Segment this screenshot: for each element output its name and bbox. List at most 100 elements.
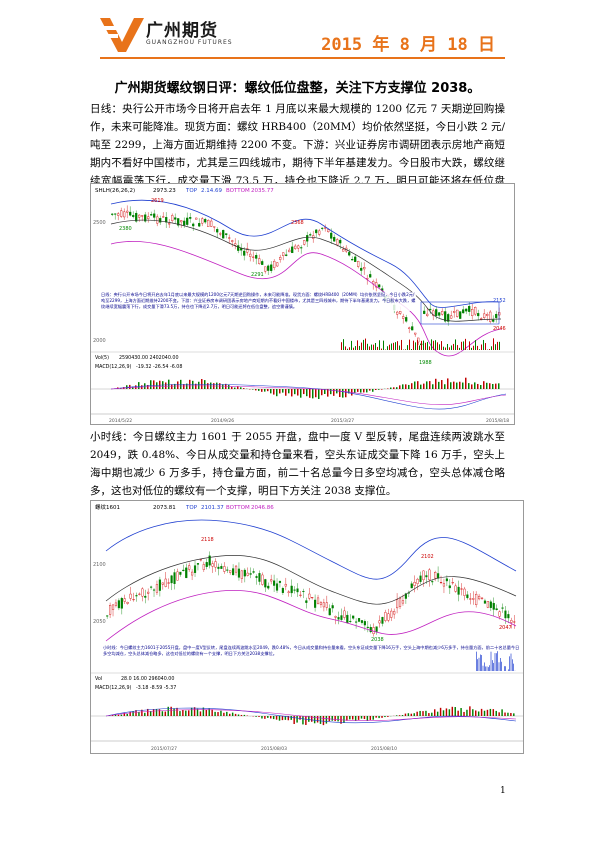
chart2-label-low1: 2038 [371,637,384,643]
bar [311,716,313,722]
candle-body [216,229,219,233]
bar [303,389,305,395]
bar [442,710,445,716]
candle-body [109,605,112,615]
bar [321,389,323,396]
bar [492,709,495,716]
candle-body [138,214,141,218]
bar [477,659,478,671]
bar [220,710,222,716]
candle-body [141,215,144,217]
chart2-annotation: 小时线：今日螺纹主力1601于2055开盘，盘中一度V型反转，尾盘连续两波跳水至… [103,645,521,658]
bar [444,384,446,389]
bar [205,710,208,716]
candle-body [117,600,120,609]
candle-body [189,217,192,219]
candle-body [132,215,135,217]
bar [495,710,497,716]
bar [402,384,404,389]
bar [334,716,336,722]
bar [300,389,302,398]
bar [198,381,200,389]
bar [155,709,158,716]
bar [512,659,513,671]
candle-body [223,566,226,572]
candle-body [267,265,270,271]
bar [497,651,498,671]
bar [411,348,412,350]
candle-body [291,246,294,254]
candle-body [453,311,456,313]
bar [443,346,444,350]
bar [222,384,224,389]
candle-body [475,593,478,605]
candle-body [504,610,507,619]
bar [379,340,380,350]
chart1-date-0: 2014/5/22 [109,418,132,424]
bar [297,389,299,396]
candle-body [273,580,276,586]
bar [234,713,237,716]
chart2-mid-line [105,555,517,605]
candle-body [205,562,208,567]
candle-body [234,565,238,573]
candle-body [129,593,132,599]
bar [408,384,410,389]
candle-body [176,571,179,581]
hourly-kline-chart: 螺纹1601 2073.81 TOP 2101.37 BOTTOM 2046.8… [90,500,524,754]
chart1-mid-line [110,219,502,322]
bar [422,711,424,716]
bar [510,712,512,716]
candle-body [226,569,229,571]
bar [387,346,388,350]
candle-body [306,235,309,242]
candle-body [232,568,235,576]
candle-body [429,308,432,311]
chart1-vol-values: 2590430.00 2402040.00 [119,355,179,361]
bar [423,383,425,389]
candle-body [474,307,477,315]
bar [369,389,371,391]
bar [407,713,410,716]
candle-body [339,239,342,244]
bar [114,714,117,716]
bar [405,349,406,350]
candle-body [114,602,118,606]
candle-body [213,226,216,228]
candle-body [462,309,465,314]
candle-body [324,227,327,229]
logo-v-mark-icon [100,18,144,52]
bar [489,708,492,716]
candle-body [270,579,273,582]
bar [413,340,414,350]
bar [322,716,325,726]
bar [153,380,155,389]
bar [177,381,179,389]
candle-body [276,262,279,267]
bar [469,706,471,716]
bar [475,710,477,716]
bar [477,711,480,716]
company-logo: 广州期货 GUANGZHOU FUTURES [100,14,250,54]
candle-body [132,599,135,601]
bar [395,715,398,716]
candle-body [348,252,351,256]
candle-body [167,582,170,584]
candle-body [240,570,243,579]
bar [346,716,348,721]
chart1-top-label: TOP [185,188,198,194]
candle-body [152,589,156,591]
candle-body [468,306,471,312]
bar [229,713,231,716]
candle-body [419,575,422,582]
candle-body [460,588,463,590]
bar [375,389,377,391]
bar [391,343,392,350]
candle-body [173,572,176,584]
chart1-volume-bars [341,338,500,350]
bar [375,342,376,350]
candle-body [447,314,450,322]
bar [327,389,329,397]
candle-body [147,216,150,219]
bar [138,382,140,389]
